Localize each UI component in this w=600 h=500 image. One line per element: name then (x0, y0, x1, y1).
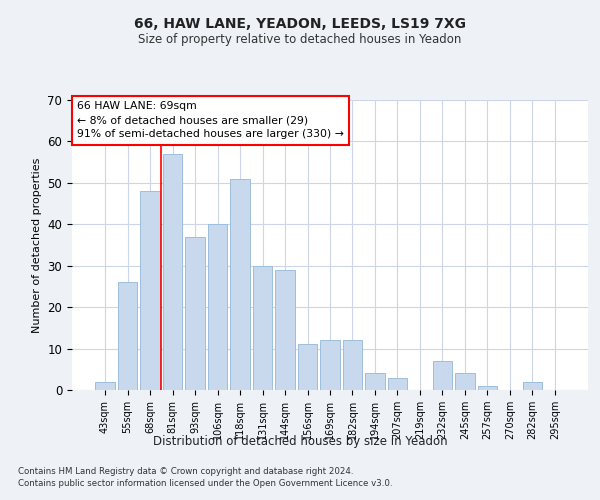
Bar (185, 236, 205, 390)
Text: Distribution of detached houses by size in Yeadon: Distribution of detached houses by size … (152, 435, 448, 448)
Bar (140, 191, 160, 390)
Bar (455, 374, 475, 390)
Bar (478, 386, 497, 390)
Text: 66 HAW LANE: 69sqm
← 8% of detached houses are smaller (29)
91% of semi-detached: 66 HAW LANE: 69sqm ← 8% of detached hous… (77, 102, 344, 140)
Bar (320, 340, 340, 390)
Y-axis label: Number of detached properties: Number of detached properties (32, 158, 42, 332)
Bar (298, 344, 317, 390)
Text: Contains public sector information licensed under the Open Government Licence v3: Contains public sector information licen… (18, 478, 392, 488)
Bar (343, 340, 362, 390)
Bar (163, 154, 182, 390)
Text: 66, HAW LANE, YEADON, LEEDS, LS19 7XG: 66, HAW LANE, YEADON, LEEDS, LS19 7XG (134, 18, 466, 32)
Bar (365, 374, 385, 390)
Bar (230, 178, 250, 390)
Text: Size of property relative to detached houses in Yeadon: Size of property relative to detached ho… (139, 32, 461, 46)
Bar (253, 266, 272, 390)
Bar (95, 382, 115, 390)
Bar (388, 378, 407, 390)
Bar (208, 224, 227, 390)
Text: Contains HM Land Registry data © Crown copyright and database right 2024.: Contains HM Land Registry data © Crown c… (18, 468, 353, 476)
Bar (433, 361, 452, 390)
Bar (118, 282, 137, 390)
Bar (275, 270, 295, 390)
Bar (523, 382, 542, 390)
